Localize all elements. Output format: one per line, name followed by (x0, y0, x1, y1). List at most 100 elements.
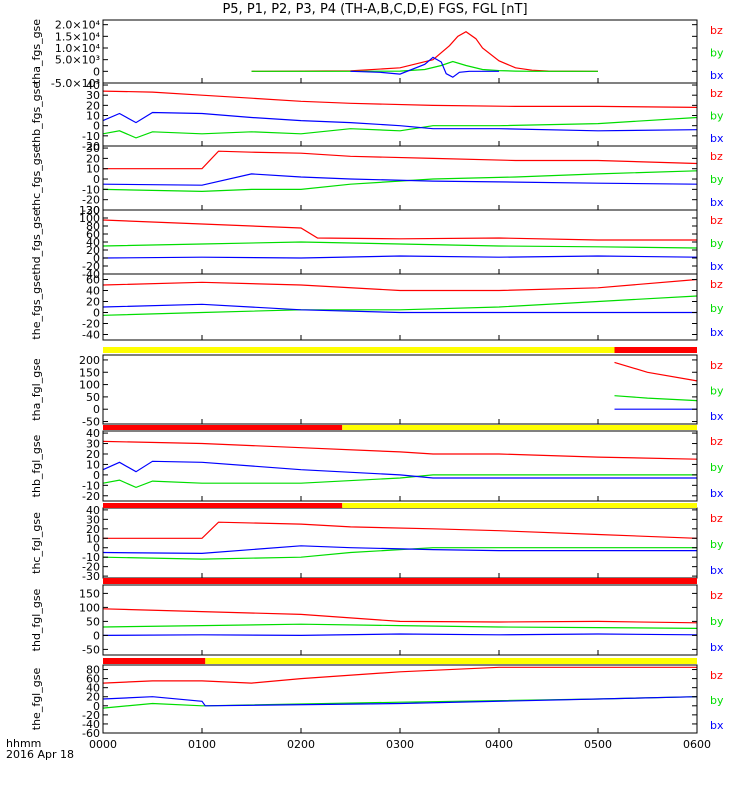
ytick-label-10-3: 0 (93, 700, 100, 713)
ytick-label-1-5: 2.0×10⁴ (55, 19, 101, 32)
series-line-by-panel-4 (102, 241, 698, 249)
ytick-label-5-1: -20 (82, 318, 100, 331)
series-line-bz-panel-7 (102, 440, 698, 460)
ytick-label-5-3: 20 (86, 296, 100, 309)
ytick-label-7-2: 0 (93, 469, 100, 482)
ytick-label-8-6: 30 (86, 513, 100, 526)
ytick-label-9-1: 0 (93, 629, 100, 642)
series-line-by-panel-1 (251, 60, 598, 72)
status-bar-1-segment-2 (614, 347, 697, 353)
legend-by-panel-1: by (710, 47, 724, 60)
panel-frame-6 (102, 354, 698, 425)
ytick-label-4-2: 0 (93, 252, 100, 265)
xtick-label-0: 0000 (89, 738, 117, 751)
legend-bx-panel-8: bx (710, 564, 724, 577)
status-bar-2-segment-2 (342, 425, 697, 430)
ytick-label-9-4: 150 (79, 587, 100, 600)
xtick-label-5: 0500 (584, 738, 612, 751)
ytick-label-4-6: 80 (86, 220, 100, 233)
xtick-label-1: 0100 (188, 738, 216, 751)
ylabel-panel-7: thb_fgl_gse (30, 434, 43, 497)
series-line-bz-panel-3 (103, 150, 698, 170)
ytick-label-10-1: -40 (82, 718, 100, 731)
series-line-by-panel-6 (614, 395, 698, 402)
panel-frame-2 (102, 82, 698, 147)
legend-by-panel-2: by (710, 110, 724, 123)
ytick-label-3-6: 30 (86, 142, 100, 155)
legend-bx-panel-9: bx (710, 641, 724, 654)
legend-by-panel-5: by (710, 302, 724, 315)
ytick-label-8-1: -20 (82, 561, 100, 574)
legend-by-panel-4: by (710, 237, 724, 250)
legend-bz-panel-4: bz (710, 214, 723, 227)
ytick-label-5-0: -40 (82, 329, 100, 342)
ytick-label-7-3: 10 (86, 458, 100, 471)
series-line-by-panel-3 (102, 170, 698, 193)
legend-bx-panel-5: bx (710, 326, 724, 339)
panel-frame-7 (102, 430, 698, 502)
xtick-label-6: 0600 (683, 738, 711, 751)
ytick-label-4-3: 20 (86, 244, 100, 257)
legend-by-panel-3: by (710, 173, 724, 186)
series-line-bx-panel-1 (350, 56, 499, 78)
time-axis-label: hhmm (6, 737, 42, 750)
legend-bx-panel-6: bx (710, 410, 724, 423)
ytick-label-9-2: 50 (86, 615, 100, 628)
status-bar-5-segment-2 (205, 658, 698, 664)
panel-frame-8 (102, 507, 698, 579)
ytick-label-6-4: 150 (79, 366, 100, 379)
ytick-label-1-1: 0 (93, 65, 100, 78)
legend-bz-panel-8: bz (710, 512, 723, 525)
ytick-label-3-0: -30 (82, 204, 100, 217)
legend-bx-panel-2: bx (710, 132, 724, 145)
xtick-label-2: 0200 (287, 738, 315, 751)
legend-bz-panel-9: bz (710, 589, 723, 602)
series-line-bz-panel-4 (102, 219, 697, 241)
series-line-by-panel-7 (102, 474, 697, 489)
legend-bz-panel-2: bz (710, 87, 723, 100)
ylabel-panel-2: thb_fgs_gse (30, 82, 43, 148)
legend-bz-panel-3: bz (710, 150, 723, 163)
ytick-label-6-0: -50 (82, 416, 100, 429)
ytick-label-8-4: 10 (86, 532, 100, 545)
status-bar-4-segment-1 (103, 578, 697, 584)
legend-bz-panel-5: bz (710, 278, 723, 291)
series-line-bz-panel-2 (102, 90, 698, 108)
ytick-label-6-3: 100 (79, 379, 100, 392)
series-line-by-panel-2 (102, 116, 698, 139)
status-bar-5-segment-1 (103, 658, 206, 664)
series-line-bz-panel-8 (103, 521, 698, 539)
ytick-label-7-0: -20 (82, 490, 100, 503)
status-bar-3-segment-2 (342, 503, 697, 508)
series-line-bx-panel-7 (102, 460, 697, 479)
ytick-label-4-0: -40 (82, 268, 100, 281)
series-line-bx-panel-4 (102, 255, 698, 259)
ylabel-panel-5: the_fgs_gse (30, 274, 43, 339)
series-line-bx-panel-3 (102, 173, 698, 186)
ytick-label-2-5: 30 (86, 89, 100, 102)
legend-by-panel-7: by (710, 461, 724, 474)
ytick-label-10-4: 20 (86, 691, 100, 704)
ytick-label-8-3: 0 (93, 542, 100, 555)
series-line-by-panel-8 (102, 547, 697, 560)
ytick-label-3-4: 10 (86, 163, 100, 176)
series-line-bz-panel-10 (102, 666, 697, 684)
status-bar-3-segment-1 (103, 503, 343, 508)
ytick-label-8-7: 40 (86, 504, 100, 517)
ytick-label-5-5: 60 (86, 274, 100, 287)
ylabel-panel-10: the_fgl_gse (30, 668, 43, 731)
ytick-label-10-0: -60 (82, 727, 100, 740)
ylabel-panel-8: thc_fgl_gse (30, 512, 43, 574)
panel-frame-9 (102, 584, 698, 656)
xtick-label-4: 0400 (485, 738, 513, 751)
ytick-label-8-0: -30 (82, 570, 100, 583)
ytick-label-7-1: -10 (82, 479, 100, 492)
ytick-label-8-5: 20 (86, 523, 100, 536)
ytick-label-2-0: -20 (82, 140, 100, 153)
ytick-label-2-2: 0 (93, 120, 100, 133)
ytick-label-7-6: 40 (86, 427, 100, 440)
series-line-bx-panel-9 (102, 633, 698, 637)
legend-bz-panel-7: bz (710, 435, 723, 448)
ylabel-panel-4: thd_fgs_gse (30, 209, 43, 275)
